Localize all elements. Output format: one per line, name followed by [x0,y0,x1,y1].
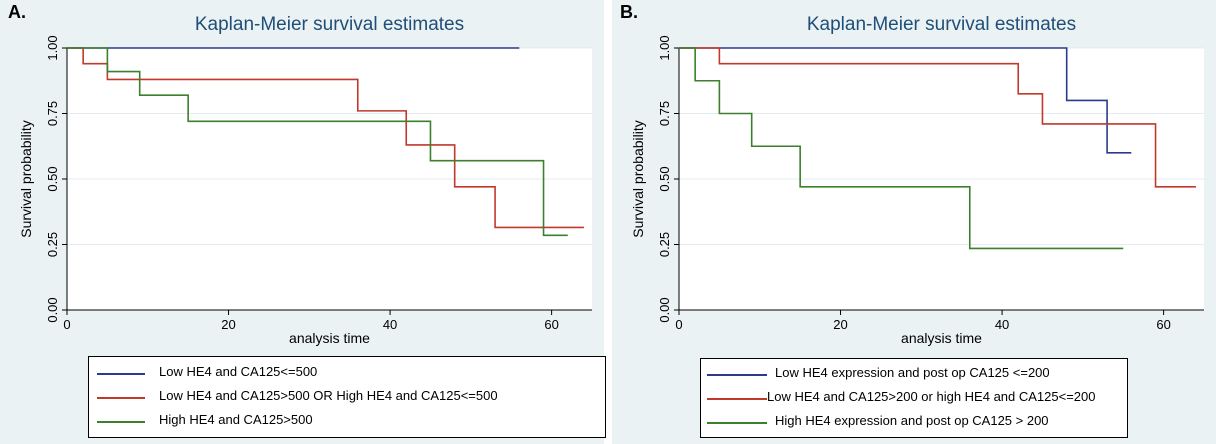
y-tick-label: 0.25 [45,232,60,257]
y-tick-label: 0.75 [657,101,672,126]
y-axis-label: Survival probability [18,120,34,238]
x-axis-label: analysis time [289,330,370,346]
x-tick-label: 20 [221,317,235,332]
x-axis-label: analysis time [901,330,982,346]
series-line-0 [679,47,1132,154]
y-tick-label: 1.00 [45,35,60,60]
y-axis-label: Survival probability [630,120,646,238]
chart-panel-b: B. Kaplan-Meier survival estimates 0.00 0.… [612,0,1216,444]
legend: Low HE4 expression and post op CA125 <=2… [700,358,1128,438]
x-tick-label: 0 [63,317,70,332]
x-tick-label: 40 [995,317,1009,332]
x-tick-label: 0 [675,317,682,332]
legend-item-1: Low HE4 and CA125>200 or high HE4 and CA… [767,389,1096,404]
y-tick-label: 0.50 [657,166,672,191]
legend-item-2: High HE4 and CA125>500 [159,412,313,427]
series-line-2 [67,47,568,237]
x-tick-label: 40 [383,317,397,332]
y-tick-label: 0.25 [657,232,672,257]
legend-swatch-0 [97,373,145,375]
legend-swatch-1 [707,398,767,400]
panel-label: A. [8,2,26,22]
legend-swatch-2 [97,421,145,423]
legend-item-2: High HE4 expression and post op CA125 > … [775,413,1049,428]
y-tick-label: 0.50 [45,166,60,191]
y-tick-label: 0.00 [45,297,60,322]
x-tick-label: 60 [544,317,558,332]
chart-title: Kaplan-Meier survival estimates [195,14,464,35]
legend-item-0: Low HE4 expression and post op CA125 <=2… [775,365,1050,380]
y-tick-label: 0.00 [657,297,672,322]
legend-swatch-2 [707,422,767,424]
y-tick-label: 1.00 [657,35,672,60]
legend-item-1: Low HE4 and CA125>500 OR High HE4 and CA… [159,388,498,403]
series-line-1 [679,47,1196,188]
x-tick-label: 60 [1156,317,1170,332]
legend-item-0: Low HE4 and CA125<=500 [159,364,318,379]
km-chart-b: Kaplan-Meier survival estimates 0.00 0.25 0… [630,14,1204,346]
panel-label: B. [620,2,638,22]
series-line-2 [679,47,1124,250]
legend-swatch-0 [707,374,767,376]
chart-panel-a: A. Kaplan-Meier survival estimates 0.00 0.… [0,0,606,444]
x-tick-label: 20 [833,317,847,332]
series-line-1 [67,47,584,229]
km-chart-a: Kaplan-Meier survival estimates 0.00 0.25 0… [18,14,592,346]
legend: Low HE4 and CA125<=500 Low HE4 and CA125… [88,356,606,438]
legend-swatch-1 [97,397,145,399]
y-tick-label: 0.75 [45,101,60,126]
chart-title: Kaplan-Meier survival estimates [807,14,1076,35]
